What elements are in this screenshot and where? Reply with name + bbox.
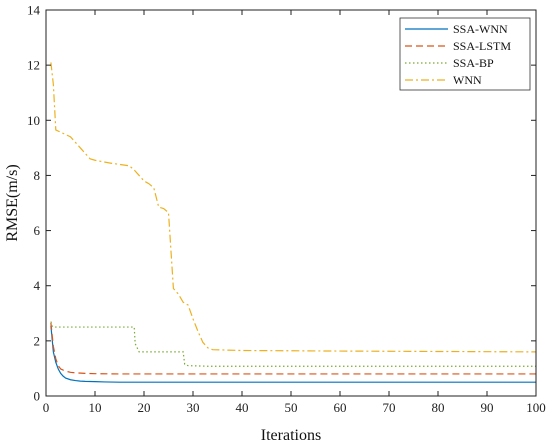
series-line-ssa-lstm — [50, 322, 536, 375]
x-axis-title: Iterations — [261, 427, 321, 444]
x-tick-label: 10 — [89, 400, 102, 415]
series-line-ssa-bp — [50, 321, 536, 367]
y-tick-label: 0 — [34, 389, 41, 404]
legend-label-ssa-lstm: SSA-LSTM — [453, 39, 511, 53]
x-tick-label: 30 — [187, 400, 200, 415]
legend-label-ssa-wnn: SSA-WNN — [453, 22, 508, 36]
legend-box — [399, 17, 531, 91]
series-layer — [50, 62, 537, 383]
x-tick-label: 70 — [383, 400, 396, 415]
y-tick-label: 6 — [34, 223, 41, 238]
y-tick-label: 10 — [27, 113, 40, 128]
y-tick-label: 8 — [34, 168, 41, 183]
x-tick-label: 100 — [526, 400, 546, 415]
x-tick-label: 20 — [138, 400, 151, 415]
x-tick-label: 80 — [432, 400, 445, 415]
series-line-ssa-wnn — [50, 325, 536, 383]
y-tick-label: 14 — [27, 3, 41, 18]
y-axis-title: RMSE(m/s) — [4, 164, 21, 241]
x-tick-label: 0 — [43, 400, 50, 415]
x-tick-label: 50 — [285, 400, 298, 415]
ticks-layer: 0 10 20 30 40 50 60 70 80 90 100 0 2 4 6 8 10 12 14 — [27, 3, 546, 416]
x-tick-label: 40 — [236, 400, 249, 415]
y-tick-label: 12 — [27, 58, 40, 73]
y-tick-label: 4 — [34, 278, 41, 293]
x-tick-label: 90 — [481, 400, 494, 415]
legend-label-ssa-bp: SSA-BP — [453, 56, 494, 70]
series-line-wnn — [50, 62, 537, 353]
y-tick-label: 2 — [34, 333, 41, 348]
legend-label-wnn: WNN — [453, 73, 482, 87]
x-tick-label: 60 — [334, 400, 347, 415]
legend: SSA-WNN SSA-LSTM SSA-BP WNN — [399, 17, 531, 91]
